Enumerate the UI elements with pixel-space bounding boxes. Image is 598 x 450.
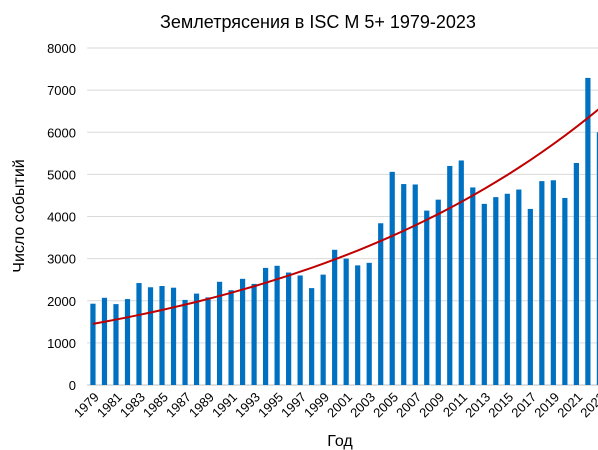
- y-tick-label: 1000: [47, 336, 76, 351]
- bar: [251, 283, 257, 385]
- y-tick-label: 2000: [47, 294, 76, 309]
- x-tick-label: 2009: [416, 389, 447, 420]
- bar: [239, 278, 246, 385]
- x-tick-label: 1993: [232, 389, 263, 420]
- bar: [481, 203, 487, 385]
- x-tick-label: 1999: [301, 389, 332, 420]
- bar: [274, 265, 280, 385]
- bar: [424, 210, 430, 385]
- bar: [458, 160, 464, 385]
- bar: [216, 281, 223, 385]
- bar: [101, 297, 108, 385]
- bar: [136, 283, 142, 385]
- bar: [504, 193, 510, 385]
- bar: [585, 77, 591, 385]
- y-tick-label: 3000: [47, 252, 76, 267]
- bar: [297, 275, 303, 385]
- x-tick-label: 2021: [554, 389, 585, 420]
- bar: [113, 304, 119, 385]
- bar: [159, 286, 165, 385]
- y-tick-label: 5000: [47, 167, 76, 182]
- bar: [470, 187, 476, 385]
- bar: [447, 165, 453, 385]
- bar: [228, 290, 234, 385]
- y-tick-label: 0: [69, 378, 76, 393]
- bar: [343, 258, 349, 385]
- bar: [493, 197, 499, 385]
- bar: [193, 293, 200, 385]
- y-tick-label: 6000: [47, 125, 76, 140]
- bar: [412, 184, 418, 385]
- y-axis-label: Число событий: [11, 159, 28, 272]
- bar: [182, 299, 188, 385]
- x-tick-label: 2019: [531, 389, 562, 420]
- x-tick-label: 2007: [393, 389, 424, 420]
- x-tick-label: 2011: [440, 389, 470, 419]
- x-tick-label: 2001: [324, 389, 355, 420]
- y-tick-label: 8000: [47, 41, 76, 56]
- bar: [286, 272, 292, 385]
- bar: [435, 199, 441, 385]
- bar: [596, 132, 598, 385]
- x-tick-label: 1989: [186, 389, 217, 420]
- x-tick-label: 2003: [347, 389, 378, 420]
- bar: [573, 163, 579, 385]
- x-tick-label: 2015: [485, 389, 516, 420]
- bar: [263, 267, 269, 385]
- x-tick-label: 2005: [370, 389, 401, 420]
- bar: [205, 297, 211, 385]
- bar: [516, 189, 522, 385]
- trend-line: [92, 108, 598, 325]
- bar: [527, 208, 533, 385]
- bar: [90, 303, 96, 385]
- bar: [401, 184, 407, 385]
- bar: [550, 180, 556, 385]
- bar: [366, 262, 372, 385]
- bar: [170, 287, 177, 385]
- x-tick-label: 1979: [71, 389, 102, 420]
- x-tick-label: 2017: [508, 389, 539, 420]
- bar: [147, 287, 154, 385]
- bar: [389, 171, 395, 385]
- chart-title: Землетрясения в ISC M 5+ 1979-2023: [160, 12, 476, 32]
- y-tick-label: 4000: [47, 210, 76, 225]
- bar: [309, 288, 315, 385]
- x-tick-label: 2013: [462, 389, 493, 420]
- x-tick-label: 1981: [94, 389, 125, 420]
- bar: [562, 197, 568, 385]
- x-tick-label: 1997: [278, 389, 309, 420]
- bar: [539, 181, 545, 385]
- x-tick-label: 1987: [163, 389, 194, 420]
- x-axis-label: Год: [327, 433, 353, 450]
- bar: [320, 274, 326, 385]
- x-tick-label: 1995: [255, 389, 286, 420]
- bar: [378, 223, 384, 385]
- bar: [124, 299, 131, 385]
- bar: [332, 249, 338, 385]
- x-tick-label: 1991: [209, 389, 240, 420]
- x-tick-label: 1983: [117, 389, 148, 420]
- bar: [355, 265, 361, 385]
- x-tick-label: 1985: [140, 389, 171, 420]
- y-tick-label: 7000: [47, 83, 76, 98]
